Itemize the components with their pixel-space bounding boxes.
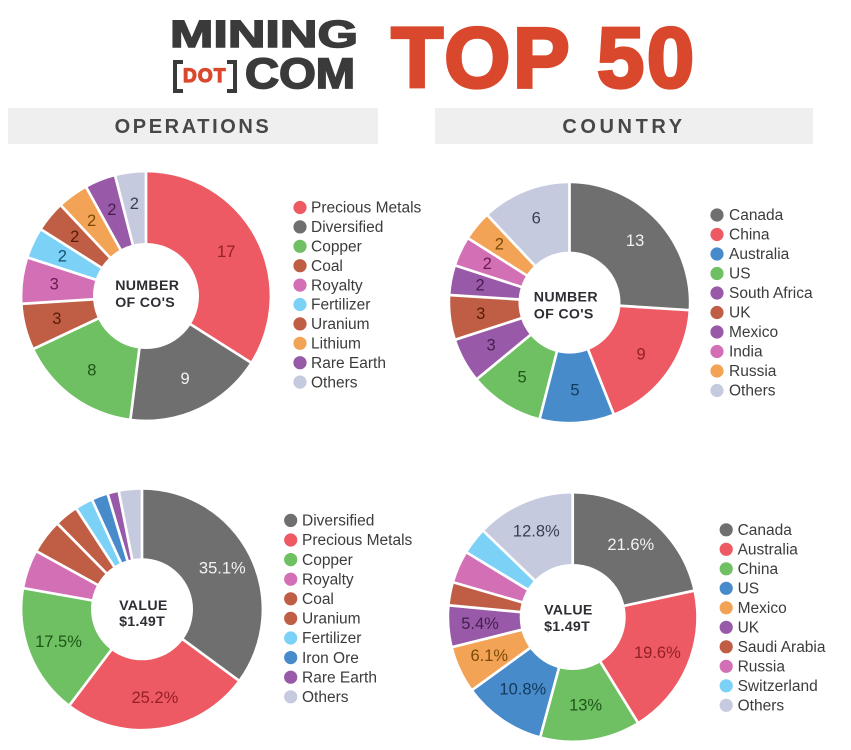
svg-text:3: 3 xyxy=(52,310,61,328)
svg-text:2: 2 xyxy=(107,201,116,219)
svg-text:Diversified: Diversified xyxy=(302,513,374,530)
svg-text:21.6%: 21.6% xyxy=(607,536,654,554)
svg-text:25.2%: 25.2% xyxy=(132,689,179,707)
svg-text:OF CO'S: OF CO'S xyxy=(115,295,175,311)
svg-text:17.5%: 17.5% xyxy=(35,633,82,651)
svg-text:12.8%: 12.8% xyxy=(513,522,560,540)
svg-text:Others: Others xyxy=(311,374,358,391)
svg-text:US: US xyxy=(738,581,760,598)
svg-text:17: 17 xyxy=(217,243,235,261)
svg-text:13: 13 xyxy=(626,232,644,250)
svg-text:Others: Others xyxy=(729,383,776,400)
svg-text:VALUE: VALUE xyxy=(119,598,168,614)
svg-text:2: 2 xyxy=(130,195,139,213)
svg-text:Copper: Copper xyxy=(311,239,362,256)
svg-text:Fertilizer: Fertilizer xyxy=(302,630,361,647)
svg-text:19.6%: 19.6% xyxy=(634,644,681,662)
svg-text:UK: UK xyxy=(729,305,751,322)
svg-text:Precious Metals: Precious Metals xyxy=(311,200,422,217)
svg-text:2: 2 xyxy=(70,228,79,246)
svg-text:2: 2 xyxy=(58,248,67,266)
svg-text:India: India xyxy=(729,344,763,361)
svg-text:5: 5 xyxy=(518,368,527,386)
svg-text:Diversified: Diversified xyxy=(311,219,383,236)
svg-text:NUMBER: NUMBER xyxy=(115,278,179,294)
svg-text:Coal: Coal xyxy=(302,591,334,608)
svg-text:35.1%: 35.1% xyxy=(199,560,246,578)
svg-text:Rare Earth: Rare Earth xyxy=(311,355,386,372)
svg-text:2: 2 xyxy=(476,277,485,295)
svg-text:5: 5 xyxy=(570,381,579,399)
svg-text:Russia: Russia xyxy=(738,659,786,676)
svg-text:South Africa: South Africa xyxy=(729,285,813,302)
svg-text:Australia: Australia xyxy=(738,542,799,559)
svg-text:3: 3 xyxy=(476,305,485,323)
svg-text:Australia: Australia xyxy=(729,246,790,263)
svg-text:US: US xyxy=(729,266,751,283)
svg-text:2: 2 xyxy=(87,212,96,230)
svg-text:Coal: Coal xyxy=(311,258,343,275)
svg-text:2: 2 xyxy=(495,236,504,254)
svg-text:8: 8 xyxy=(87,361,96,379)
svg-text:3: 3 xyxy=(487,337,496,355)
svg-text:Others: Others xyxy=(738,698,785,715)
svg-text:Iron Ore: Iron Ore xyxy=(302,650,359,667)
svg-text:Lithium: Lithium xyxy=(311,336,361,353)
svg-text:5.4%: 5.4% xyxy=(461,615,499,633)
svg-text:NUMBER: NUMBER xyxy=(534,289,598,305)
svg-text:9: 9 xyxy=(181,370,190,388)
svg-text:Uranium: Uranium xyxy=(311,316,370,333)
svg-text:Canada: Canada xyxy=(729,207,784,224)
svg-text:Fertilizer: Fertilizer xyxy=(311,297,370,314)
svg-text:9: 9 xyxy=(637,346,646,364)
svg-text:Royalty: Royalty xyxy=(311,277,363,294)
svg-text:6: 6 xyxy=(532,210,541,228)
svg-text:UK: UK xyxy=(738,620,760,637)
svg-text:$1.49T: $1.49T xyxy=(119,614,165,630)
svg-text:China: China xyxy=(738,561,779,578)
svg-text:Russia: Russia xyxy=(729,363,777,380)
svg-text:China: China xyxy=(729,227,770,244)
svg-text:6.1%: 6.1% xyxy=(470,647,508,665)
svg-text:3: 3 xyxy=(50,275,59,293)
svg-text:Saudi Arabia: Saudi Arabia xyxy=(738,639,826,656)
svg-text:Uranium: Uranium xyxy=(302,611,361,628)
svg-text:VALUE: VALUE xyxy=(544,603,593,619)
svg-text:Royalty: Royalty xyxy=(302,571,354,588)
svg-text:2: 2 xyxy=(483,255,492,273)
svg-text:Copper: Copper xyxy=(302,552,353,569)
svg-text:Mexico: Mexico xyxy=(738,600,787,617)
svg-text:Mexico: Mexico xyxy=(729,324,778,341)
svg-text:Switzerland: Switzerland xyxy=(738,678,818,695)
svg-text:Canada: Canada xyxy=(738,522,793,539)
svg-text:Others: Others xyxy=(302,689,349,706)
svg-text:10.8%: 10.8% xyxy=(499,681,546,699)
svg-text:Rare Earth: Rare Earth xyxy=(302,669,377,686)
svg-text:Precious Metals: Precious Metals xyxy=(302,532,413,549)
svg-text:$1.49T: $1.49T xyxy=(544,619,590,635)
svg-text:OF CO'S: OF CO'S xyxy=(534,306,594,322)
svg-text:13%: 13% xyxy=(569,697,602,715)
